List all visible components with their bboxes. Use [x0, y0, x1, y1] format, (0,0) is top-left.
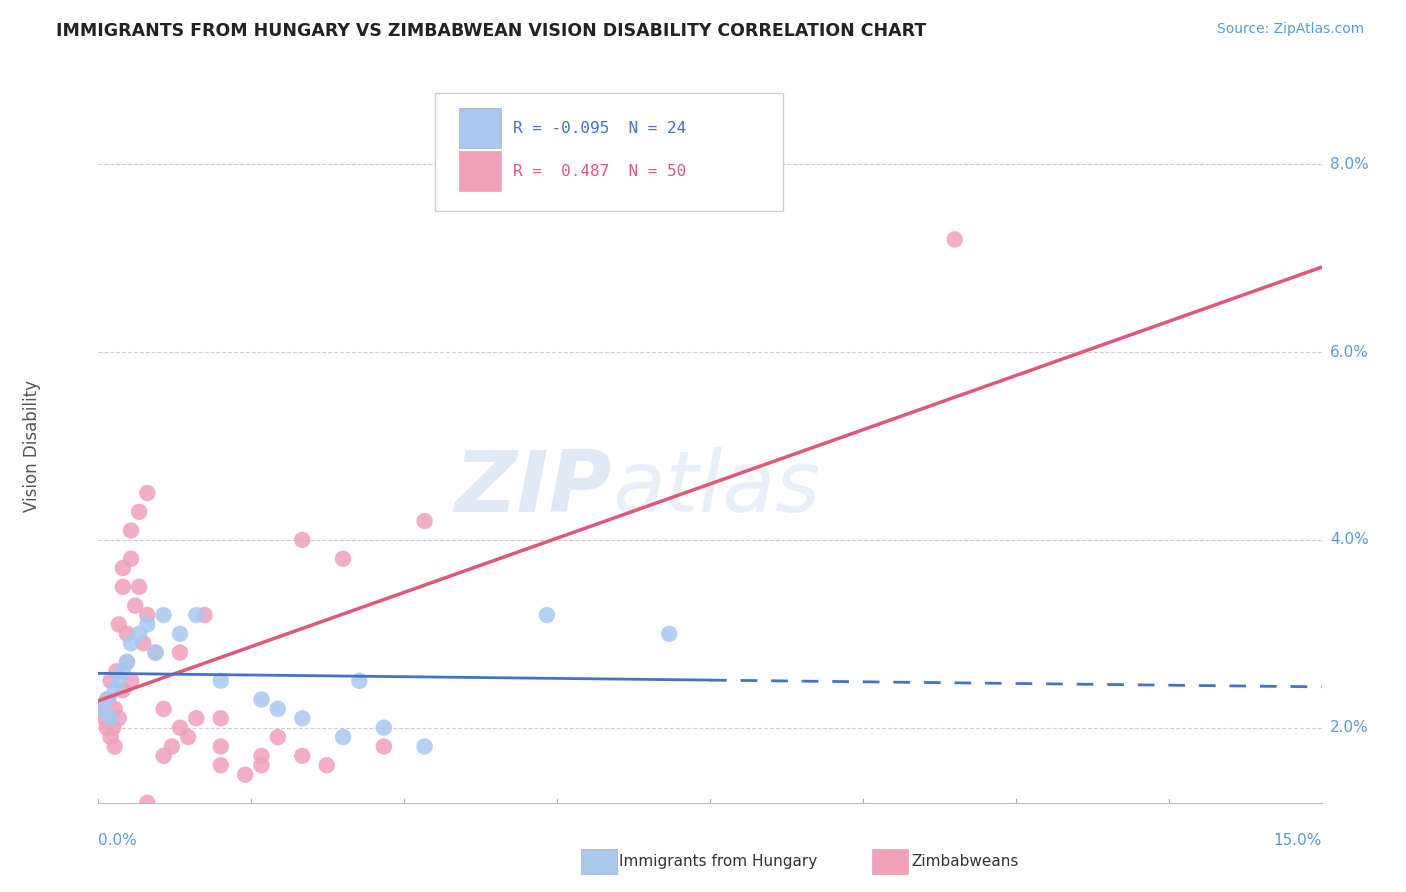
Point — [536, 607, 558, 622]
Point — [291, 748, 314, 763]
Point — [136, 486, 159, 500]
Point — [267, 730, 290, 744]
Point — [332, 551, 354, 566]
Point — [145, 646, 167, 660]
Point — [169, 627, 191, 641]
Text: Source: ZipAtlas.com: Source: ZipAtlas.com — [1216, 22, 1364, 37]
Point — [108, 711, 131, 725]
Point — [193, 607, 215, 622]
Point — [160, 739, 183, 754]
Point — [413, 739, 436, 754]
Text: 6.0%: 6.0% — [1330, 344, 1369, 359]
Point — [169, 646, 191, 660]
Text: ZIP: ZIP — [454, 447, 612, 531]
Point — [100, 711, 122, 725]
Text: 0.0%: 0.0% — [98, 833, 138, 848]
Point — [91, 702, 114, 716]
Point — [104, 683, 127, 698]
Point — [115, 655, 138, 669]
Point — [136, 617, 159, 632]
Point — [124, 599, 146, 613]
Point — [209, 673, 232, 688]
Text: Zimbabweans: Zimbabweans — [911, 855, 1018, 869]
Point — [152, 702, 174, 716]
Point — [250, 692, 273, 706]
Text: 15.0%: 15.0% — [1274, 833, 1322, 848]
Point — [100, 673, 122, 688]
FancyBboxPatch shape — [434, 93, 783, 211]
Point — [96, 721, 118, 735]
Point — [128, 505, 150, 519]
Point — [115, 627, 138, 641]
Point — [94, 711, 117, 725]
Point — [209, 711, 232, 725]
Point — [332, 730, 354, 744]
Point — [100, 730, 122, 744]
Point — [132, 636, 155, 650]
Point — [943, 232, 966, 246]
Point — [111, 683, 134, 698]
Point — [120, 673, 142, 688]
Point — [186, 711, 208, 725]
Point — [101, 721, 124, 735]
Point — [152, 748, 174, 763]
Point — [128, 580, 150, 594]
Point — [145, 646, 167, 660]
Point — [128, 627, 150, 641]
Point — [115, 655, 138, 669]
Text: atlas: atlas — [612, 447, 820, 531]
Point — [373, 721, 395, 735]
Point — [152, 607, 174, 622]
Text: Immigrants from Hungary: Immigrants from Hungary — [619, 855, 817, 869]
Point — [209, 758, 232, 772]
Text: 8.0%: 8.0% — [1330, 157, 1368, 172]
Point — [186, 607, 208, 622]
Point — [209, 739, 232, 754]
FancyBboxPatch shape — [460, 109, 501, 148]
Point — [315, 758, 337, 772]
Point — [111, 665, 134, 679]
Point — [373, 739, 395, 754]
Point — [120, 636, 142, 650]
Point — [97, 692, 120, 706]
Point — [111, 580, 134, 594]
Point — [136, 607, 159, 622]
FancyBboxPatch shape — [460, 152, 501, 191]
Text: 4.0%: 4.0% — [1330, 533, 1368, 548]
Point — [111, 561, 134, 575]
Point — [250, 748, 273, 763]
Point — [177, 730, 200, 744]
Point — [349, 673, 371, 688]
Point — [658, 627, 681, 641]
Text: IMMIGRANTS FROM HUNGARY VS ZIMBABWEAN VISION DISABILITY CORRELATION CHART: IMMIGRANTS FROM HUNGARY VS ZIMBABWEAN VI… — [56, 22, 927, 40]
Point — [169, 721, 191, 735]
Point — [104, 739, 127, 754]
Point — [96, 692, 118, 706]
Point — [233, 767, 256, 781]
Point — [91, 702, 114, 716]
Point — [108, 617, 131, 632]
Point — [120, 551, 142, 566]
Point — [267, 702, 290, 716]
Point — [105, 665, 128, 679]
Text: R =  0.487  N = 50: R = 0.487 N = 50 — [513, 164, 686, 178]
Point — [136, 796, 159, 810]
Point — [413, 514, 436, 528]
Point — [120, 524, 142, 538]
Text: R = -0.095  N = 24: R = -0.095 N = 24 — [513, 121, 686, 136]
Text: Vision Disability: Vision Disability — [22, 380, 41, 512]
Point — [104, 702, 127, 716]
Point — [291, 711, 314, 725]
Text: 2.0%: 2.0% — [1330, 720, 1368, 735]
Point — [250, 758, 273, 772]
Point — [291, 533, 314, 547]
Point — [108, 673, 131, 688]
